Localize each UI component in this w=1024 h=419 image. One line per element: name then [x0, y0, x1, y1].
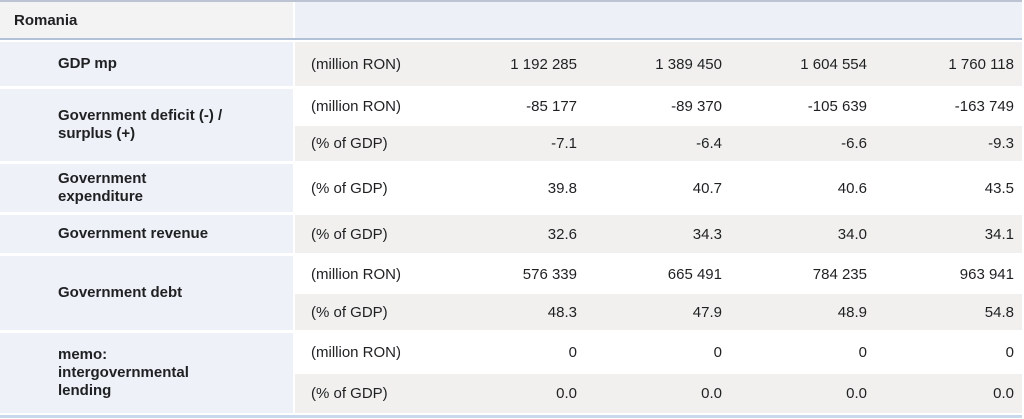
table-row-deficit: Government deficit (-) / surplus (+) (mi… — [0, 89, 1022, 161]
table-subrow: (% of GDP) 39.8 40.7 40.6 43.5 — [295, 164, 1022, 212]
value-cell: 784 235 — [730, 256, 875, 292]
value-cell: 0 — [730, 333, 875, 372]
unit-cell: (million RON) — [295, 42, 440, 86]
value-cell: -85 177 — [440, 89, 585, 124]
country-header: Romania — [0, 2, 293, 38]
value-cell: 1 760 118 — [875, 42, 1022, 86]
value-cell: -89 370 — [585, 89, 730, 124]
table-row-expenditure: Government expenditure (% of GDP) 39.8 4… — [0, 164, 1022, 212]
value-cell: 34.3 — [585, 215, 730, 253]
header-empty-area — [295, 2, 1022, 38]
table-row-memo-lending: memo: intergovernmental lending (million… — [0, 333, 1022, 413]
row-label: Government deficit (-) / surplus (+) — [0, 89, 293, 161]
value-cell: 1 389 450 — [585, 42, 730, 86]
header-row: Romania — [0, 2, 1022, 38]
value-cell: 48.9 — [730, 294, 875, 330]
row-label: memo: intergovernmental lending — [0, 333, 293, 413]
header-divider — [0, 38, 1022, 40]
value-cell: -7.1 — [440, 126, 585, 161]
value-cell: 1 604 554 — [730, 42, 875, 86]
table-subrow: (million RON) -85 177 -89 370 -105 639 -… — [295, 89, 1022, 124]
value-cell: 48.3 — [440, 294, 585, 330]
unit-cell: (% of GDP) — [295, 374, 440, 413]
unit-cell: (million RON) — [295, 89, 440, 124]
table-subrow: (% of GDP) 32.6 34.3 34.0 34.1 — [295, 215, 1022, 253]
row-label: Government debt — [0, 256, 293, 330]
table-subrow: (million RON) 576 339 665 491 784 235 96… — [295, 256, 1022, 292]
table-row-gdp: GDP mp (million RON) 1 192 285 1 389 450… — [0, 42, 1022, 86]
row-label: Government expenditure — [0, 164, 293, 212]
unit-cell: (% of GDP) — [295, 164, 440, 212]
unit-cell: (million RON) — [295, 256, 440, 292]
value-cell: 0 — [585, 333, 730, 372]
value-cell: 576 339 — [440, 256, 585, 292]
value-cell: -105 639 — [730, 89, 875, 124]
value-cell: 34.1 — [875, 215, 1022, 253]
table-subrow: (% of GDP) -7.1 -6.4 -6.6 -9.3 — [295, 126, 1022, 161]
unit-cell: (% of GDP) — [295, 126, 440, 161]
value-cell: -9.3 — [875, 126, 1022, 161]
value-cell: 32.6 — [440, 215, 585, 253]
table-subrow: (% of GDP) 48.3 47.9 48.9 54.8 — [295, 294, 1022, 330]
table-subrow: (million RON) 0 0 0 0 — [295, 333, 1022, 372]
value-cell: 665 491 — [585, 256, 730, 292]
value-cell: 40.7 — [585, 164, 730, 212]
value-cell: 0.0 — [440, 374, 585, 413]
value-cell: 43.5 — [875, 164, 1022, 212]
table-subrow: (million RON) 1 192 285 1 389 450 1 604 … — [295, 42, 1022, 86]
table-row-debt: Government debt (million RON) 576 339 66… — [0, 256, 1022, 330]
value-cell: 34.0 — [730, 215, 875, 253]
table-row-revenue: Government revenue (% of GDP) 32.6 34.3 … — [0, 215, 1022, 253]
value-cell: 47.9 — [585, 294, 730, 330]
table-top-border — [0, 0, 1022, 2]
value-cell: 0 — [875, 333, 1022, 372]
value-cell: 0.0 — [730, 374, 875, 413]
value-cell: 1 192 285 — [440, 42, 585, 86]
value-cell: 0.0 — [585, 374, 730, 413]
value-cell: -6.4 — [585, 126, 730, 161]
value-cell: 40.6 — [730, 164, 875, 212]
row-label: GDP mp — [0, 42, 293, 86]
row-label: Government revenue — [0, 215, 293, 253]
value-cell: 0.0 — [875, 374, 1022, 413]
value-cell: 39.8 — [440, 164, 585, 212]
unit-cell: (million RON) — [295, 333, 440, 372]
unit-cell: (% of GDP) — [295, 215, 440, 253]
value-cell: 963 941 — [875, 256, 1022, 292]
value-cell: -163 749 — [875, 89, 1022, 124]
unit-cell: (% of GDP) — [295, 294, 440, 330]
value-cell: 0 — [440, 333, 585, 372]
value-cell: -6.6 — [730, 126, 875, 161]
value-cell: 54.8 — [875, 294, 1022, 330]
table-subrow: (% of GDP) 0.0 0.0 0.0 0.0 — [295, 374, 1022, 413]
table-bottom-border — [0, 415, 1022, 418]
